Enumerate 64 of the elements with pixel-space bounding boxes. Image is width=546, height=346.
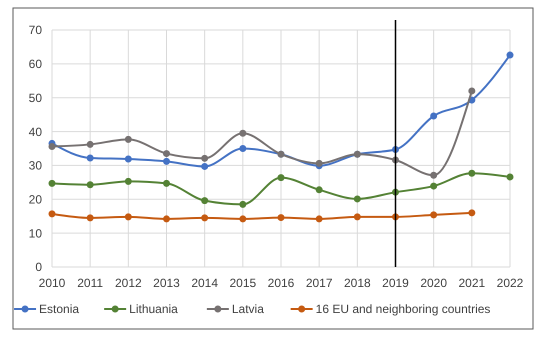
point [48,180,56,187]
x-tick-label: 2019 [382,276,410,290]
y-tick-label: 60 [28,57,42,72]
x-tick-label: 2011 [77,276,104,290]
point [239,200,246,208]
point [239,215,246,222]
point [430,182,438,190]
x-tick-label: 2017 [306,276,333,290]
point [506,52,514,59]
point [201,197,208,204]
x-tick-label: 2021 [458,276,486,290]
legend-label: Estonia [39,302,80,316]
x-tick-label: 2014 [191,276,218,290]
x-tick-label: 2022 [496,276,524,290]
point [124,213,132,220]
point [316,186,323,194]
point [48,142,56,150]
point [316,215,323,222]
y-tick-label: 70 [28,23,42,38]
point [316,160,323,167]
point [354,195,361,202]
point [124,155,132,162]
point [163,215,170,222]
legend-label: 16 EU and neighboring countries [316,302,490,316]
legend-label: Latvia [232,302,264,316]
point [430,211,438,218]
point [468,87,476,94]
x-tick-label: 2013 [153,276,180,290]
x-tick-label: 2010 [38,276,66,290]
x-tick-label: 2015 [229,276,257,290]
point [48,210,56,218]
point [354,213,361,220]
legend-label: Lithuania [129,302,178,316]
point [86,154,94,162]
point [278,214,284,222]
point [201,154,208,162]
x-tick-label: 2016 [268,276,295,290]
point [239,130,246,137]
point [201,214,208,222]
y-tick-label: 50 [28,90,42,105]
y-tick-label: 20 [28,192,42,206]
point [468,209,476,216]
point [163,158,170,165]
point [201,162,208,170]
y-tick-label: 0 [35,260,42,274]
point [163,180,170,187]
point [86,140,94,148]
point [124,136,132,143]
point [86,214,94,222]
point [86,181,94,188]
x-tick-label: 2018 [344,276,372,290]
point [430,112,438,120]
point [430,172,438,179]
point [124,178,132,185]
point [468,170,476,177]
y-tick-label: 10 [28,226,42,240]
point [239,145,246,152]
y-tick-label: 40 [28,124,42,139]
y-tick-label: 30 [28,158,42,173]
x-tick-label: 2020 [420,276,448,290]
point [163,150,170,158]
x-tick-label: 2012 [114,276,142,290]
point [278,174,284,182]
point [506,173,514,180]
